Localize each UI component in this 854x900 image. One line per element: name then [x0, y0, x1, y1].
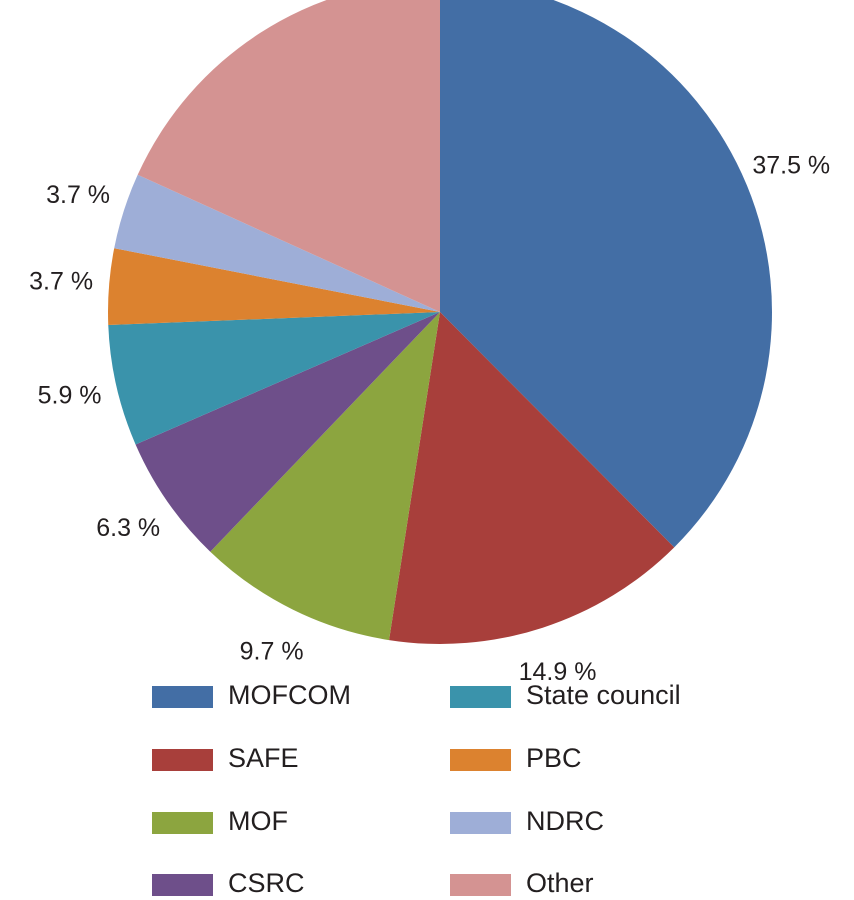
pie-slice — [135, 312, 440, 552]
pie-slice — [137, 0, 440, 312]
legend-label: NDRC — [526, 806, 604, 836]
legend-label: CSRC — [228, 868, 305, 898]
pie-slice — [210, 312, 440, 641]
legend-swatch — [450, 749, 511, 771]
legend-label: PBC — [526, 743, 582, 773]
data-label: 3.7 % — [29, 267, 93, 295]
data-label: 9.7 % — [240, 637, 304, 665]
legend-swatch — [152, 686, 213, 708]
legend-swatch — [152, 874, 213, 896]
data-label: 6.3 % — [96, 514, 160, 542]
legend-swatch — [152, 749, 213, 771]
legend-label: Other — [526, 868, 594, 898]
legend-swatch — [152, 812, 213, 834]
data-label: 14.9 % — [519, 658, 597, 686]
pie-slice — [114, 174, 440, 312]
data-label: 37.5 % — [752, 152, 830, 180]
data-label: 3.7 % — [46, 181, 110, 209]
pie-slice — [107, 248, 440, 326]
pie-slice — [108, 312, 440, 445]
legend-label: MOF — [228, 806, 288, 836]
data-label: 18.2 % — [195, 0, 273, 5]
legend-swatch — [450, 812, 511, 834]
legend-label: MOFCOM — [228, 680, 351, 710]
legend-label: State council — [526, 680, 681, 710]
pie-slice — [389, 312, 675, 644]
pie-slice — [440, 0, 772, 548]
legend-label: SAFE — [228, 743, 299, 773]
legend-swatch — [450, 874, 511, 896]
data-label: 5.9 % — [38, 381, 102, 409]
legend-swatch — [450, 686, 511, 708]
